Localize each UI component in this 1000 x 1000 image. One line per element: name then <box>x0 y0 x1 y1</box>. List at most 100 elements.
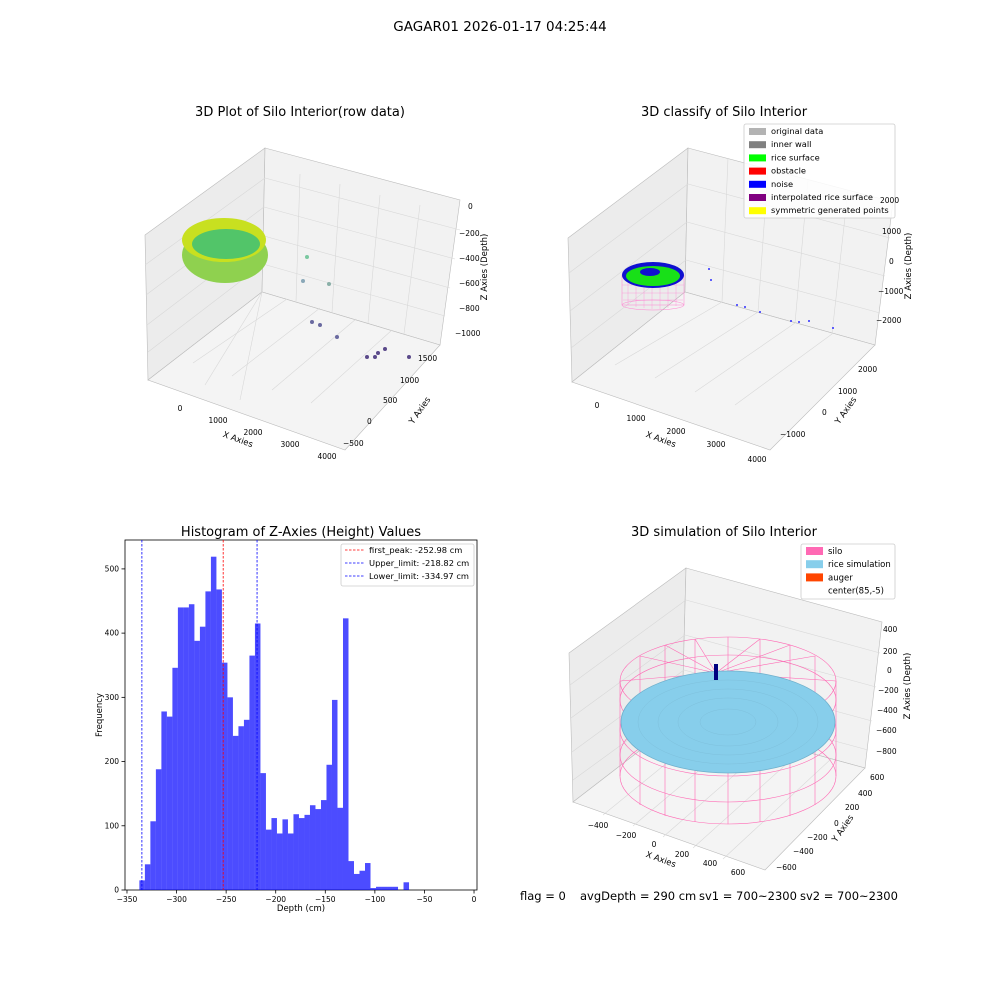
histogram-bar <box>342 618 349 890</box>
footer-sv1: sv1 = 700~2300 <box>699 889 797 903</box>
histogram-bar <box>194 640 200 890</box>
classify-x-ticks: 0 1000 2000 3000 4000 <box>595 401 767 464</box>
raw-y-label: Y Axies <box>407 395 434 427</box>
raw-z-tick: −800 <box>459 304 480 313</box>
classify-x-tick: 1000 <box>626 414 645 423</box>
histogram-bar <box>183 607 189 890</box>
histogram-bar <box>293 814 299 890</box>
simulation-y-tick: 400 <box>858 789 873 798</box>
simulation-legend-label: rice simulation <box>828 560 891 570</box>
histogram-y-tick-label: 100 <box>105 821 120 830</box>
histogram-x-tick-label: −250 <box>216 895 237 904</box>
simulation-x-tick: 400 <box>703 859 718 868</box>
raw-z-ticks: 0 −200 −400 −600 −800 −1000 <box>455 202 481 338</box>
simulation-y-ticks: 600 400 200 0 −200 −400 −600 <box>776 773 885 872</box>
raw-x-tick: 1000 <box>208 416 227 425</box>
footer-flag: flag = 0 <box>520 889 566 903</box>
classify-y-ticks: 2000 1000 0 −1000 <box>780 365 877 439</box>
classify-legend-swatch <box>749 180 766 188</box>
classify-y-tick: 1000 <box>838 387 857 396</box>
histogram-x-tick-label: −150 <box>315 895 336 904</box>
raw-y-tick: 1000 <box>400 376 419 385</box>
histogram-bar <box>243 719 250 890</box>
simulation-z-tick: −200 <box>878 686 899 695</box>
histogram-bar <box>309 805 316 890</box>
classify-y-tick: −1000 <box>780 430 806 439</box>
classify-legend-label: interpolated rice surface <box>771 192 873 202</box>
histogram-bar <box>216 589 222 890</box>
histogram-bar <box>348 861 354 890</box>
simulation-z-tick: −400 <box>877 706 898 715</box>
classify-z-tick: 2000 <box>880 196 899 205</box>
simulation-x-tick: 600 <box>731 868 746 877</box>
histogram-bar <box>359 870 366 890</box>
classify-z-tick: −1000 <box>878 287 904 296</box>
simulation-y-tick: 200 <box>845 803 860 812</box>
histogram-bar <box>276 833 283 890</box>
classify-z-tick: 1000 <box>882 227 901 236</box>
simulation-x-tick: 0 <box>652 840 657 849</box>
simulation-legend-swatch <box>806 573 823 582</box>
classify-legend-swatch <box>749 154 766 162</box>
raw-z-tick: −1000 <box>455 329 481 338</box>
classify-z-tick: 0 <box>889 257 894 266</box>
histogram-bar <box>166 716 173 890</box>
footer-status: flag = 0 avgDepth = 290 cm sv1 = 700~230… <box>520 889 898 903</box>
histogram-x-tick-label: −50 <box>417 895 433 904</box>
simulation-z-tick: 400 <box>883 625 898 634</box>
simulation-auger-center <box>714 664 718 680</box>
figure-suptitle: GAGAR01 2026-01-17 04:25:44 <box>393 19 606 35</box>
histogram-bar <box>265 829 272 890</box>
classify-y-label: Y Axies <box>833 395 860 427</box>
histogram-legend-label: Lower_limit: -334.97 cm <box>369 571 469 581</box>
histogram-bar <box>387 886 393 890</box>
simulation-z-tick: 200 <box>883 647 898 656</box>
classify-legend-label: symmetric generated points <box>771 205 889 215</box>
raw-y-tick: −500 <box>343 439 364 448</box>
simulation-rice-surface <box>620 670 836 774</box>
raw-x-ticks: 0 1000 2000 3000 4000 <box>178 404 337 461</box>
histogram-x-tick-label: −100 <box>365 895 386 904</box>
simulation-z-tick: −800 <box>876 747 897 756</box>
histogram-bar <box>155 769 162 890</box>
classify-legend-label: inner wall <box>771 139 811 149</box>
histogram-legend: first_peak: -252.98 cm Upper_limit: -218.… <box>340 543 475 587</box>
histogram-bar <box>199 626 206 890</box>
raw-z-label: Z Axies (Depth) <box>480 234 490 301</box>
histogram-bar <box>232 735 239 890</box>
simulation-x-ticks: −400 −200 0 200 400 600 <box>588 821 746 877</box>
histogram-bar <box>177 607 184 890</box>
histogram-x-ticks: −350 −300 −250 −200 −150 −100 −50 0 <box>117 890 477 904</box>
histogram-legend-label: first_peak: -252.98 cm <box>369 545 462 555</box>
simulation-legend-label: center(85,-5) <box>828 587 884 597</box>
histogram-bar <box>161 711 167 890</box>
simulation-z-tick: −600 <box>876 726 897 735</box>
simulation-legend-label: silo <box>828 547 842 557</box>
panel-classify-3d: 3D classify of Silo Interior <box>567 105 914 464</box>
raw-x-tick: 3000 <box>280 440 299 449</box>
simulation-panel-title: 3D simulation of Silo Interior <box>631 525 818 540</box>
raw-y-ticks: 1500 1000 500 0 −500 <box>343 354 437 448</box>
histogram-bar <box>282 819 288 890</box>
raw-y-tick: 0 <box>367 417 372 426</box>
classify-legend-label: noise <box>771 179 793 189</box>
classify-legend-label: original data <box>771 126 823 136</box>
histogram-bar <box>315 809 321 890</box>
histogram-bar <box>249 655 255 890</box>
histogram-bar <box>353 873 360 890</box>
simulation-x-tick: −200 <box>616 831 637 840</box>
classify-panel-title: 3D classify of Silo Interior <box>641 105 808 120</box>
classify-legend-swatch <box>749 167 766 175</box>
raw-z-tick: −400 <box>459 254 480 263</box>
histogram-bar <box>221 662 228 890</box>
raw-y-tick: 1500 <box>418 354 437 363</box>
panel-histogram: Histogram of Z-Axies (Height) Values −35… <box>95 525 478 914</box>
histogram-bar <box>227 697 233 890</box>
simulation-legend-swatch <box>806 586 823 595</box>
histogram-legend-label: Upper_limit: -218.82 cm <box>369 558 469 568</box>
classify-x-tick: 4000 <box>747 455 766 464</box>
simulation-z-tick: 0 <box>887 666 892 675</box>
simulation-z-ticks: 400 200 0 −200 −400 −600 −800 <box>876 625 899 756</box>
simulation-y-label: Y Axies <box>830 813 857 845</box>
simulation-y-tick: 0 <box>834 819 839 828</box>
